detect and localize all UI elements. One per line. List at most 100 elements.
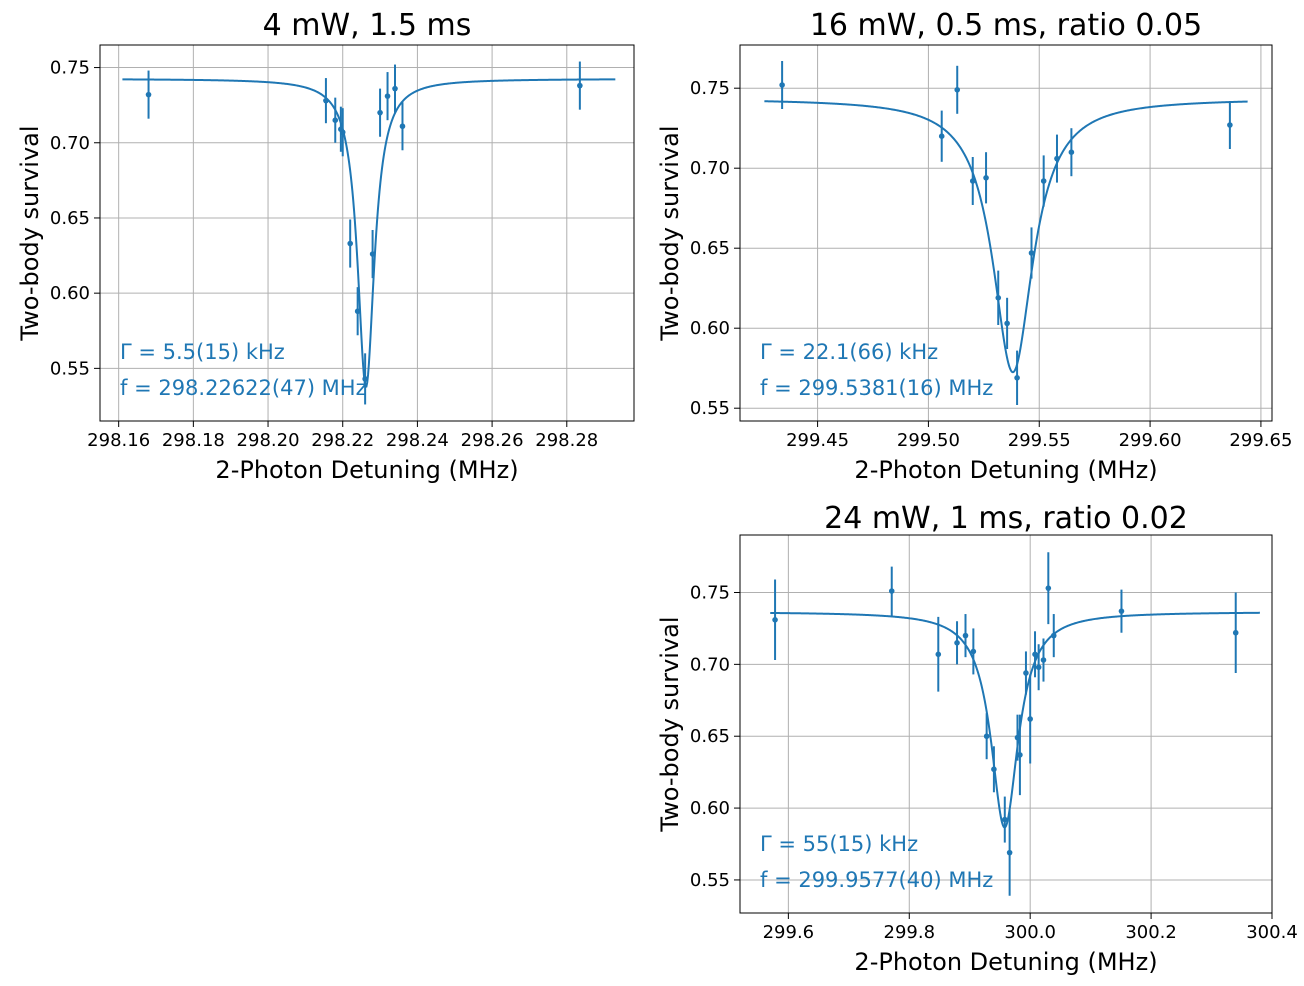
data-point (1040, 178, 1047, 184)
fit-curve (764, 100, 1248, 374)
data-point (935, 651, 942, 658)
x-tick-label: 298.16 (87, 430, 150, 451)
data-point (1032, 651, 1038, 658)
y-axis-label: Two-body survival (656, 125, 684, 341)
x-tick-label: 299.45 (786, 430, 849, 451)
data-point (354, 308, 361, 315)
data-point (888, 588, 895, 594)
chart-panel-3: 299.6 299.8 300.0 300.2 300.4 0.55 0.60 0.65 0.7… (656, 501, 1298, 976)
data-point (332, 117, 339, 123)
data-point (1023, 670, 1029, 676)
y-tick-label: 0.75 (690, 78, 730, 99)
data-point (347, 240, 353, 247)
data-point (145, 91, 152, 98)
x-tick-label: 299.6 (763, 922, 815, 943)
data-point (369, 251, 376, 257)
data-point (938, 133, 945, 139)
y-tick-label: 0.55 (690, 870, 730, 891)
data-point (772, 616, 778, 623)
data-point (399, 123, 406, 130)
data-point (1045, 585, 1052, 591)
y-tick-label: 0.70 (690, 654, 730, 675)
data-point (1006, 849, 1013, 856)
data-point (954, 87, 961, 93)
frequency-annotation: f = 299.5381(16) MHz (760, 376, 993, 400)
x-axis-label: 2-Photon Detuning (MHz) (215, 456, 518, 484)
data-point (362, 376, 368, 382)
plot-frame (99, 44, 635, 422)
x-tick-label: 299.8 (884, 922, 936, 943)
data-point (991, 766, 997, 773)
frequency-annotation: f = 299.9577(40) MHz (760, 868, 993, 892)
data-point (1118, 608, 1125, 614)
data-point (1014, 734, 1021, 741)
x-tick-label: 299.60 (1119, 430, 1182, 451)
data-point (1232, 629, 1239, 636)
data-point (339, 129, 346, 136)
x-axis-label: 2-Photon Detuning (MHz) (854, 948, 1157, 976)
x-tick-label: 298.26 (461, 430, 524, 451)
data-point (983, 175, 989, 181)
x-tick-label: 298.20 (237, 430, 300, 451)
data-point (1040, 657, 1047, 663)
data-point (1001, 816, 1008, 823)
data-point (1017, 752, 1023, 758)
data-point (969, 178, 976, 184)
y-tick-label: 0.75 (50, 58, 90, 79)
y-tick-label: 0.65 (50, 208, 90, 229)
linewidth-annotation: Γ = 5.5(15) kHz (120, 340, 285, 364)
fit-curve (770, 611, 1260, 829)
data-point (779, 82, 785, 88)
data-point (995, 295, 1002, 301)
data-point (1035, 664, 1042, 671)
data-point (1028, 250, 1035, 256)
data-point (577, 82, 583, 89)
x-tick-label: 298.22 (311, 430, 374, 451)
frequency-annotation: f = 298.22622(47) MHz (120, 376, 367, 400)
data-point (1014, 375, 1020, 381)
data-point (970, 648, 977, 655)
x-tick-label: 298.24 (386, 430, 449, 451)
y-tick-label: 0.55 (50, 358, 90, 379)
x-tick-label: 300.0 (1004, 922, 1056, 943)
x-tick-label: 299.65 (1229, 430, 1292, 451)
chart-title: 24 mW, 1 ms, ratio 0.02 (824, 501, 1188, 536)
x-tick-label: 300.2 (1125, 922, 1177, 943)
data-point (377, 109, 383, 116)
data-point (983, 733, 990, 740)
data-point (323, 97, 329, 104)
x-tick-label: 300.4 (1246, 922, 1298, 943)
plot-frame (739, 534, 1273, 914)
data-point (1027, 716, 1033, 722)
data-point (1068, 149, 1075, 155)
chart-title: 4 mW, 1.5 ms (263, 8, 472, 43)
data-point (1054, 155, 1060, 162)
y-axis-label: Two-body survival (16, 125, 44, 341)
y-tick-label: 0.75 (690, 582, 730, 603)
linewidth-annotation: Γ = 22.1(66) kHz (760, 340, 938, 364)
y-tick-label: 0.65 (690, 238, 730, 259)
data-point (962, 632, 969, 639)
y-tick-label: 0.55 (690, 398, 730, 419)
y-axis-label: Two-body survival (656, 616, 684, 832)
chart-title: 16 mW, 0.5 ms, ratio 0.05 (810, 8, 1202, 43)
chart-panel-1: 298.16 298.18 298.20 298.22 298.24 298.26 298.… (16, 8, 635, 484)
plot-frame (739, 44, 1273, 422)
linewidth-annotation: Γ = 55(15) kHz (760, 832, 918, 856)
data-point (392, 85, 398, 92)
x-tick-label: 298.28 (535, 430, 598, 451)
y-tick-label: 0.60 (50, 283, 90, 304)
data-point (1004, 320, 1010, 327)
y-tick-label: 0.70 (690, 158, 730, 179)
data-point (1227, 122, 1233, 128)
y-tick-label: 0.70 (50, 133, 90, 154)
x-axis-label: 2-Photon Detuning (MHz) (854, 456, 1157, 484)
data-point (954, 639, 960, 646)
data-point (1050, 632, 1057, 639)
x-tick-label: 299.50 (897, 430, 960, 451)
y-tick-label: 0.65 (690, 726, 730, 747)
x-tick-label: 298.18 (162, 430, 225, 451)
data-point (384, 93, 391, 99)
y-tick-label: 0.60 (690, 318, 730, 339)
